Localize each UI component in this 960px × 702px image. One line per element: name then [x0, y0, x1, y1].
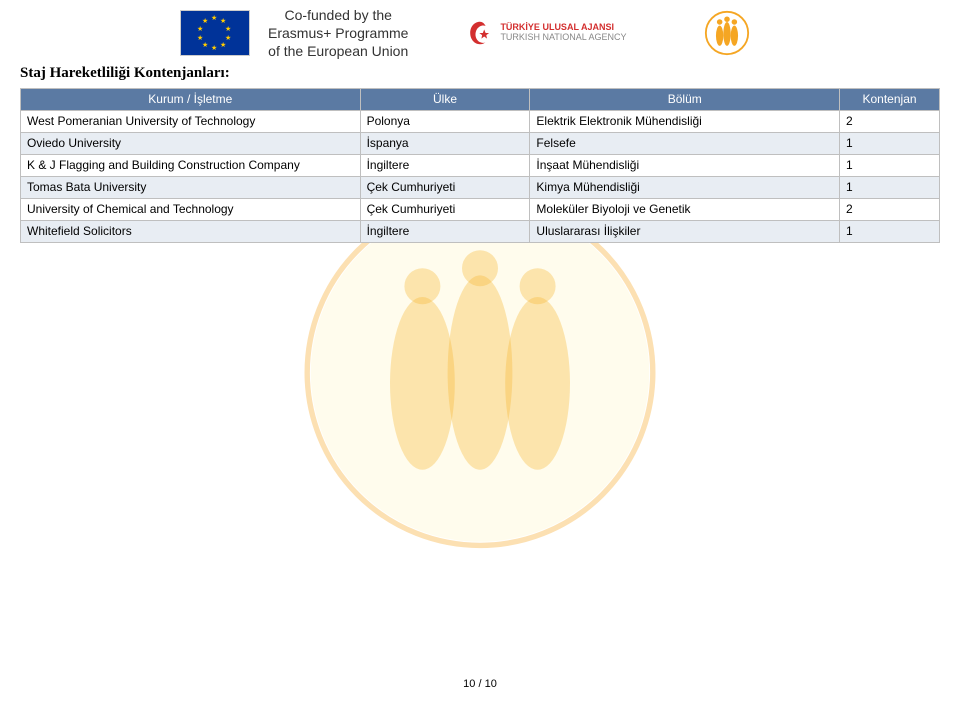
cell-kurum: Tomas Bata University: [21, 176, 361, 198]
cell-bolum: Elektrik Elektronik Mühendisliği: [530, 110, 840, 132]
cofund-text: Co-funded by the Erasmus+ Programme of t…: [268, 6, 408, 61]
quota-table: Kurum / İşletme Ülke Bölüm Kontenjan Wes…: [20, 88, 940, 243]
section-title: Staj Hareketliliği Kontenjanları:: [0, 61, 960, 88]
cell-ulke: İspanya: [360, 132, 530, 154]
cell-ulke: İngiltere: [360, 220, 530, 242]
cofund-line2: Erasmus+ Programme: [268, 24, 408, 42]
tna-icon: [466, 19, 494, 47]
table-row: Tomas Bata UniversityÇek CumhuriyetiKimy…: [21, 176, 940, 198]
cell-kont: 2: [840, 110, 940, 132]
cell-kont: 1: [840, 176, 940, 198]
table-row: K & J Flagging and Building Construction…: [21, 154, 940, 176]
th-kurum: Kurum / İşletme: [21, 88, 361, 110]
eu-flag-icon: ★ ★ ★ ★ ★ ★ ★ ★ ★ ★: [180, 10, 250, 56]
th-bolum: Bölüm: [530, 88, 840, 110]
cell-kurum: Whitefield Solicitors: [21, 220, 361, 242]
cell-kurum: K & J Flagging and Building Construction…: [21, 154, 361, 176]
cell-kurum: West Pomeranian University of Technology: [21, 110, 361, 132]
table-row: West Pomeranian University of Technology…: [21, 110, 940, 132]
cell-kont: 2: [840, 198, 940, 220]
cell-kurum: Oviedo University: [21, 132, 361, 154]
table-row: University of Chemical and TechnologyÇek…: [21, 198, 940, 220]
cell-ulke: Çek Cumhuriyeti: [360, 198, 530, 220]
cell-bolum: İnşaat Mühendisliği: [530, 154, 840, 176]
table-row: Whitefield SolicitorsİngiltereUluslarara…: [21, 220, 940, 242]
cell-ulke: Çek Cumhuriyeti: [360, 176, 530, 198]
table-row: Oviedo UniversityİspanyaFelsefe1: [21, 132, 940, 154]
cell-bolum: Felsefe: [530, 132, 840, 154]
cell-ulke: İngiltere: [360, 154, 530, 176]
iii-logo-icon: [704, 10, 750, 56]
cell-bolum: Uluslararası İlişkiler: [530, 220, 840, 242]
table-header-row: Kurum / İşletme Ülke Bölüm Kontenjan: [21, 88, 940, 110]
tna-logo: TÜRKİYE ULUSAL AJANSI TURKISH NATIONAL A…: [466, 19, 626, 47]
cofund-line3: of the European Union: [268, 42, 408, 60]
cofund-line1: Co-funded by the: [268, 6, 408, 24]
th-ulke: Ülke: [360, 88, 530, 110]
cell-bolum: Moleküler Biyoloji ve Genetik: [530, 198, 840, 220]
header-logos: ★ ★ ★ ★ ★ ★ ★ ★ ★ ★ Co-funded by the Era…: [0, 0, 960, 61]
th-kontenjan: Kontenjan: [840, 88, 940, 110]
cell-kont: 1: [840, 154, 940, 176]
cell-ulke: Polonya: [360, 110, 530, 132]
cell-kont: 1: [840, 132, 940, 154]
watermark-logo: [300, 193, 660, 553]
cell-bolum: Kimya Mühendisliği: [530, 176, 840, 198]
cell-kont: 1: [840, 220, 940, 242]
cell-kurum: University of Chemical and Technology: [21, 198, 361, 220]
tna-line2: TURKISH NATIONAL AGENCY: [500, 33, 626, 43]
page-footer: 10 / 10: [463, 678, 497, 690]
